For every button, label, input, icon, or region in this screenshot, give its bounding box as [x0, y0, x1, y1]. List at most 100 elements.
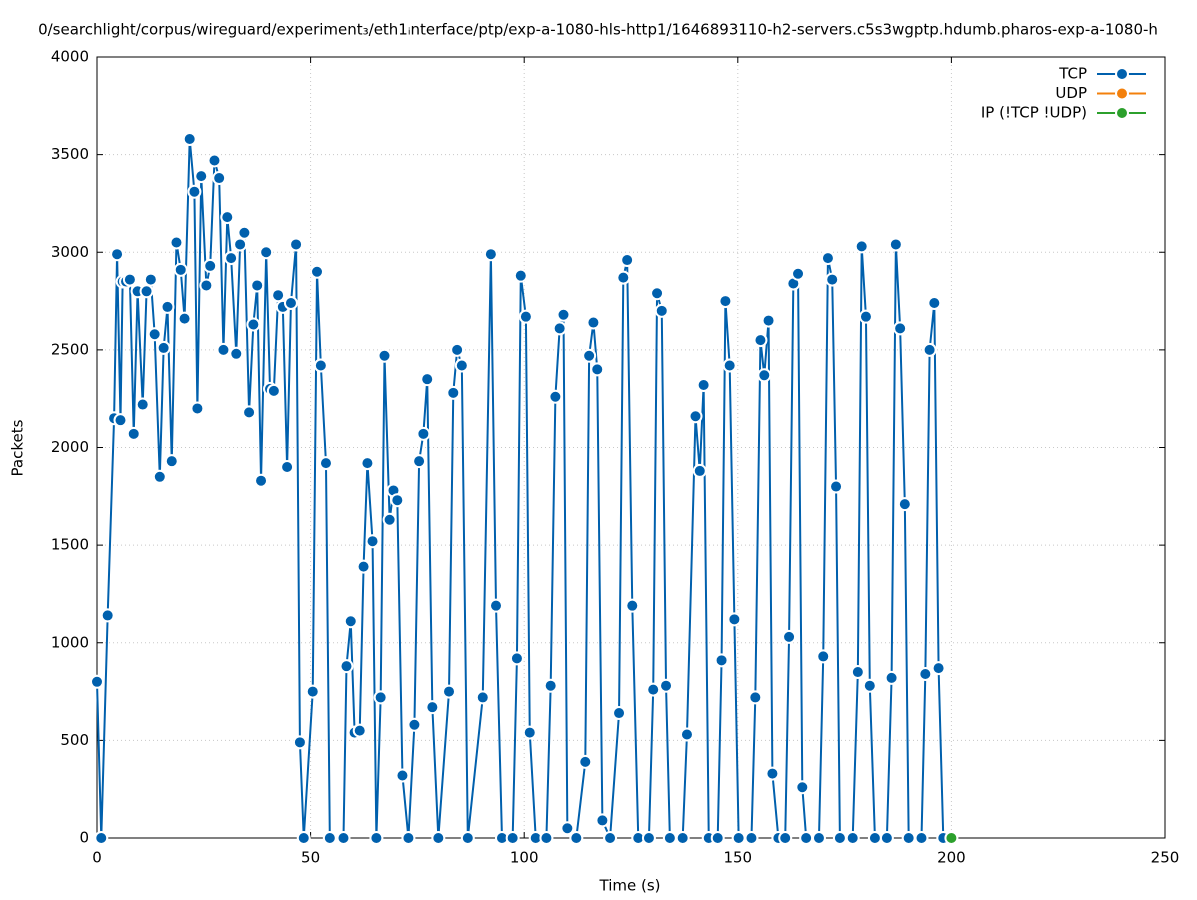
data-point	[489, 598, 504, 613]
data-point	[513, 268, 528, 283]
data-point	[164, 454, 179, 469]
data-point	[914, 831, 929, 845]
data-point	[854, 239, 869, 254]
data-point	[718, 294, 733, 309]
chart-title: 0/searchlight/corpus/wireguard/experimen…	[38, 21, 1158, 39]
data-point	[811, 831, 826, 845]
data-point	[927, 296, 942, 311]
legend-marker	[1115, 86, 1129, 101]
y-tick-label: 3500	[51, 145, 89, 163]
data-point	[569, 831, 584, 845]
plot-border	[96, 56, 1166, 839]
plot-area	[90, 132, 959, 845]
data-point	[313, 358, 328, 373]
data-point	[377, 348, 392, 363]
data-point	[620, 253, 635, 268]
data-point	[442, 684, 457, 699]
data-point	[352, 723, 367, 738]
legend-label: UDP	[1055, 84, 1087, 102]
data-point	[582, 348, 597, 363]
data-point	[296, 831, 311, 845]
data-point	[199, 278, 214, 293]
data-point	[710, 831, 725, 845]
data-point	[918, 666, 933, 681]
x-tick-label: 200	[937, 849, 966, 867]
data-point	[94, 831, 109, 845]
x-tick-label: 100	[510, 849, 539, 867]
y-tick-label: 2500	[51, 340, 89, 358]
data-point	[646, 682, 661, 697]
data-point	[190, 401, 205, 416]
x-tick-label: 250	[1151, 849, 1180, 867]
data-point	[412, 454, 427, 469]
data-point	[266, 383, 281, 398]
data-point	[126, 426, 141, 441]
data-point	[944, 831, 959, 845]
data-point	[675, 831, 690, 845]
x-tick-label: 0	[92, 849, 102, 867]
data-point	[233, 237, 248, 252]
data-point	[586, 315, 601, 330]
data-point	[90, 674, 104, 689]
data-point	[659, 678, 674, 693]
y-tick-label: 0	[79, 829, 89, 847]
data-point	[420, 372, 435, 387]
data-point	[862, 678, 877, 693]
grid: 0 50 100 150 200 2500500100015002000250030003…	[51, 48, 1180, 867]
data-point	[360, 456, 375, 471]
data-point	[595, 813, 610, 828]
y-tick-label: 1500	[51, 536, 89, 554]
x-axis-label: Time (s)	[599, 877, 661, 895]
data-point	[110, 247, 125, 262]
data-point	[407, 717, 422, 732]
data-point	[731, 831, 746, 845]
data-point	[625, 598, 640, 613]
data-point	[229, 346, 244, 361]
data-point	[343, 614, 358, 629]
y-tick-label: 1000	[51, 633, 89, 651]
legend-label: IP (!TCP !UDP)	[981, 104, 1087, 122]
data-point	[305, 684, 320, 699]
data-point	[509, 651, 524, 666]
data-point	[888, 237, 903, 252]
data-point	[194, 169, 209, 184]
data-point	[795, 780, 810, 795]
data-point	[696, 378, 711, 393]
data-point	[539, 831, 554, 845]
legend-label: TCP	[1058, 65, 1087, 83]
data-point	[761, 313, 776, 328]
data-point	[799, 831, 814, 845]
data-point	[212, 171, 227, 186]
data-point	[207, 153, 222, 168]
data-point	[454, 358, 469, 373]
data-point	[931, 661, 946, 676]
data-point	[431, 831, 446, 845]
data-point	[791, 266, 806, 281]
data-point	[616, 270, 631, 285]
y-tick-label: 2000	[51, 438, 89, 456]
data-point	[310, 264, 325, 279]
data-point	[425, 700, 440, 715]
data-point	[365, 534, 380, 549]
data-point	[339, 659, 354, 674]
data-point	[318, 456, 333, 471]
data-point	[650, 286, 665, 301]
x-tick-label: 150	[723, 849, 752, 867]
data-point	[850, 665, 865, 680]
data-point	[884, 670, 899, 685]
data-point	[753, 333, 768, 348]
data-point	[603, 831, 618, 845]
data-point	[182, 132, 197, 147]
data-point	[280, 460, 295, 475]
legend-marker	[1115, 67, 1129, 81]
data-point	[416, 426, 431, 441]
data-point	[475, 690, 490, 705]
series-line	[96, 138, 945, 841]
y-tick-label: 3000	[51, 243, 89, 261]
data-point	[356, 559, 371, 574]
data-point	[816, 649, 831, 664]
data-point	[147, 327, 162, 342]
data-point	[390, 493, 405, 508]
data-point	[322, 831, 337, 845]
